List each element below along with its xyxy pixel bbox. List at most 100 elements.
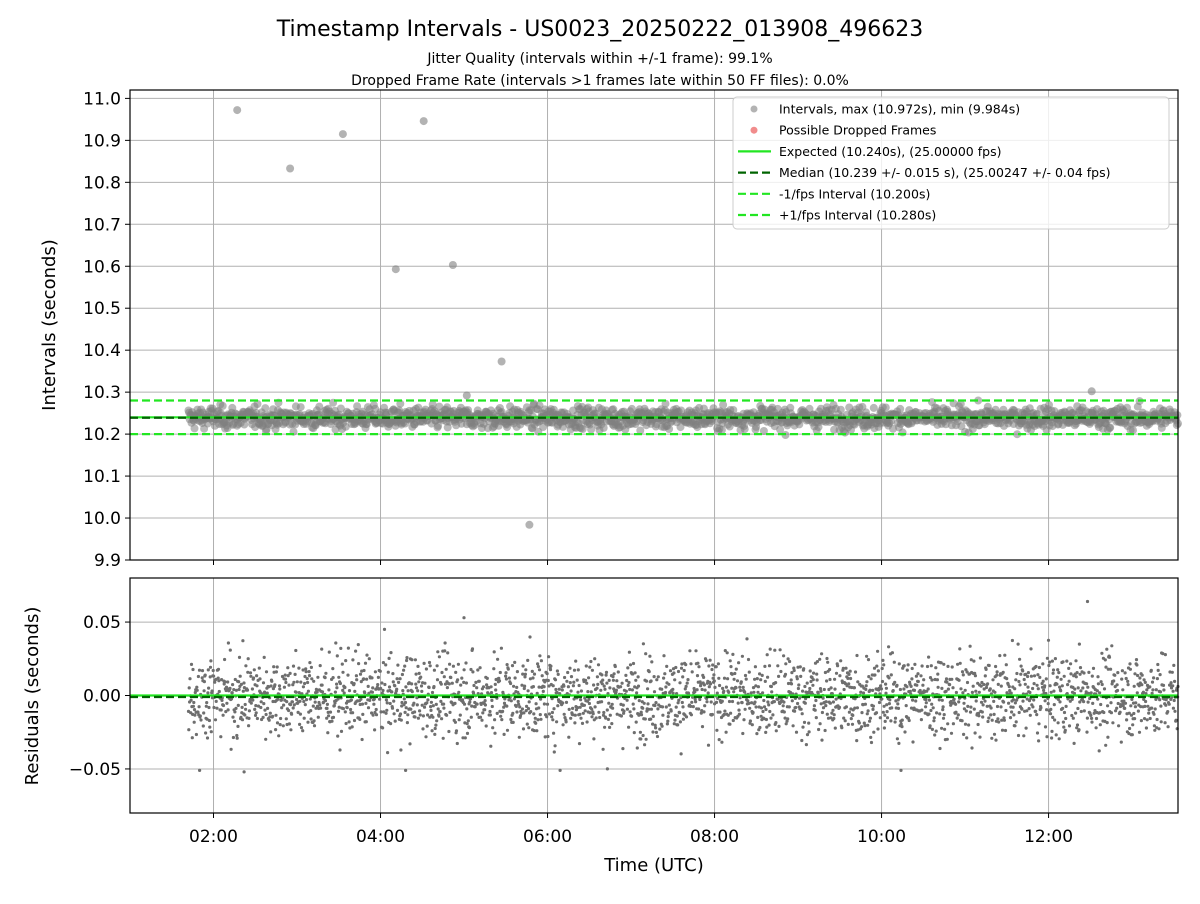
residual-point [936, 685, 940, 689]
residual-point [748, 719, 753, 723]
residual-point [950, 665, 954, 669]
residual-point [504, 671, 508, 675]
residual-outlier-point [899, 768, 903, 773]
residual-point [237, 655, 242, 660]
residual-point [944, 677, 949, 681]
residual-point [448, 710, 452, 715]
residual-point [370, 676, 374, 680]
residual-point [727, 690, 731, 695]
residual-point [738, 688, 743, 693]
residual-point [1003, 728, 1008, 733]
residual-point [905, 668, 909, 672]
residual-point [291, 706, 295, 710]
residual-point [561, 701, 565, 705]
residual-point [946, 687, 951, 691]
residual-point [1120, 669, 1124, 673]
residual-point [1098, 711, 1102, 715]
interval-point [717, 426, 726, 434]
residual-point [509, 717, 513, 722]
residual-point [441, 736, 445, 740]
residual-point [710, 667, 714, 672]
residual-point [374, 707, 378, 712]
residual-point [602, 710, 606, 715]
residual-point [842, 716, 846, 720]
residual-point [974, 689, 978, 693]
residual-point [464, 661, 468, 665]
residual-point [437, 655, 441, 659]
residual-point [346, 673, 350, 677]
residual-point [978, 735, 982, 739]
residual-point [335, 686, 339, 690]
residual-point [1038, 675, 1042, 680]
residual-point [461, 736, 465, 740]
residual-point [371, 686, 375, 690]
interval-outlier-point [338, 130, 347, 139]
residual-point [863, 724, 867, 728]
legend-box [732, 96, 1170, 230]
residual-point [1115, 688, 1120, 693]
residual-point [961, 673, 965, 677]
residual-point [825, 656, 829, 661]
residual-point [1119, 740, 1123, 744]
residual-point [969, 658, 973, 662]
residual-point [382, 710, 386, 714]
residual-point [242, 681, 246, 685]
residual-point [233, 710, 237, 714]
residual-point [484, 724, 488, 728]
residual-point [567, 707, 571, 712]
residual-point [204, 731, 208, 735]
residual-point [1107, 655, 1112, 659]
residual-point [877, 700, 882, 705]
residual-point [981, 703, 985, 707]
residual-point [532, 729, 536, 733]
residual-point [555, 669, 560, 673]
residual-point [1166, 710, 1170, 714]
residual-point [547, 712, 552, 716]
residual-point [244, 664, 248, 668]
residual-point [1126, 683, 1130, 687]
residual-point [829, 686, 833, 690]
residual-point [973, 674, 978, 678]
intervals-y-tick-label: 10.3 [83, 383, 121, 403]
residual-point [299, 680, 303, 684]
residual-point [625, 698, 629, 702]
residual-point [493, 718, 497, 722]
residual-point [416, 664, 420, 669]
residual-point [286, 674, 290, 678]
residual-point [942, 713, 946, 717]
residual-point [1036, 687, 1040, 691]
residual-point [628, 687, 632, 692]
residual-point [796, 686, 801, 691]
residual-point [217, 679, 221, 683]
residual-point [753, 700, 757, 704]
residual-point [338, 748, 342, 752]
residual-point [783, 716, 787, 720]
residual-point [1145, 688, 1149, 692]
residual-point [756, 715, 760, 720]
residual-point [240, 705, 244, 710]
residual-point [942, 662, 946, 666]
residual-point [685, 681, 689, 685]
residual-point [627, 680, 631, 685]
residual-point [1062, 674, 1066, 678]
residual-point [979, 684, 983, 688]
residual-point [574, 659, 578, 663]
residual-point [539, 697, 543, 701]
residual-point [293, 672, 297, 677]
residual-point [481, 685, 486, 689]
residual-point [595, 675, 600, 679]
residual-point [784, 722, 788, 726]
residual-point [905, 685, 909, 689]
residual-point [1085, 716, 1089, 720]
residual-point [885, 703, 889, 707]
residual-point [600, 700, 604, 704]
residual-point [619, 685, 623, 689]
residual-point [351, 711, 355, 715]
interval-point [336, 404, 345, 413]
residual-point [715, 691, 719, 695]
residual-point [454, 670, 458, 675]
residual-point [737, 661, 741, 665]
residual-point [915, 683, 919, 687]
residual-point [900, 725, 904, 729]
residual-point [196, 710, 200, 714]
